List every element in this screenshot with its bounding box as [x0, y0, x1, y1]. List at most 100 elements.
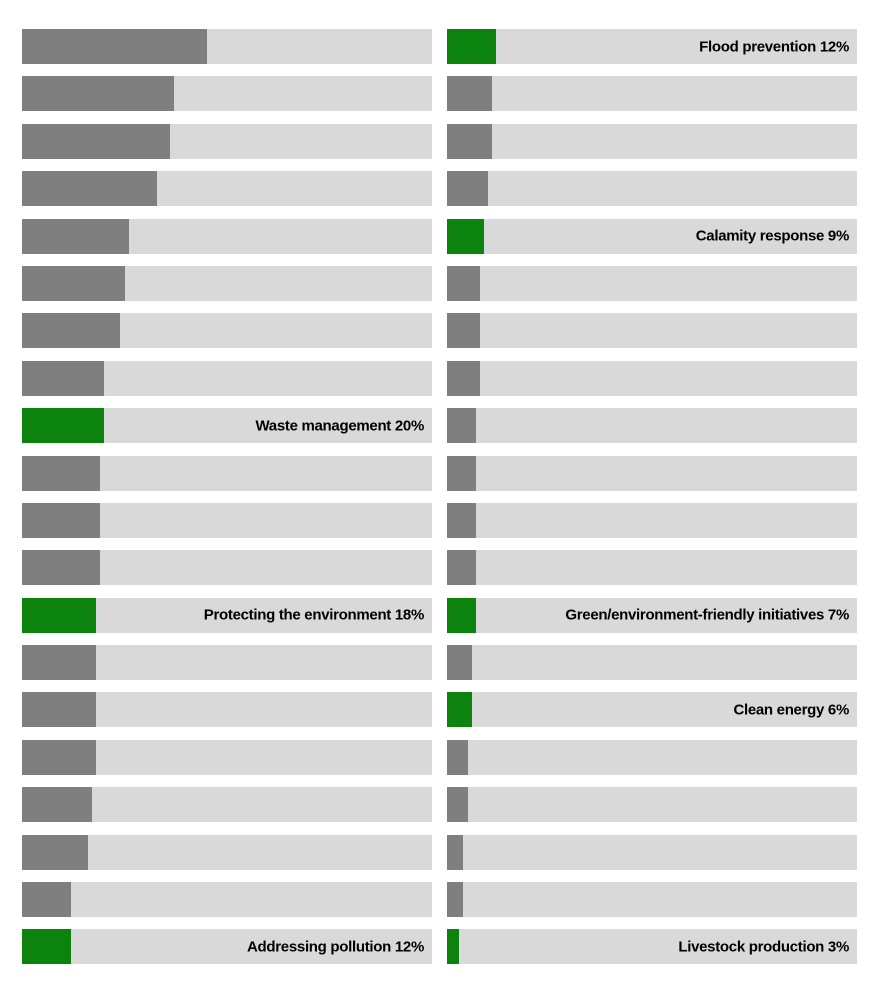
- bar-fill: [447, 123, 493, 159]
- bar-row: Green/environment-friendly initiatives 7…: [447, 597, 857, 633]
- bar-row: [22, 360, 432, 396]
- bar-row: Protecting the environment 18%: [22, 597, 432, 633]
- bar-track: Addressing pollution 12%: [22, 929, 432, 965]
- bar-track: [22, 645, 432, 681]
- bar-track: [22, 313, 432, 349]
- bar-row: [447, 123, 857, 159]
- dual-column-bar-chart: Waste management 20% Protecting the envir…: [22, 29, 857, 965]
- bar-row: Flood prevention 12%: [447, 29, 857, 64]
- bar-track: [447, 455, 857, 491]
- bar-track: [447, 882, 857, 918]
- bar-track: [447, 123, 857, 159]
- bar-track: [22, 360, 432, 396]
- bar-row: [447, 171, 857, 207]
- bar-track: [447, 834, 857, 870]
- bar-fill: [447, 502, 476, 538]
- bar-fill: [22, 455, 100, 491]
- bar-fill: [447, 408, 476, 444]
- bar-track: [447, 739, 857, 775]
- bar-track: [447, 408, 857, 444]
- bar-fill: [447, 171, 488, 207]
- bar-fill: [447, 645, 472, 681]
- bar-row: [22, 787, 432, 823]
- highlight-bar-fill: [22, 597, 96, 633]
- bar-track: [447, 313, 857, 349]
- bar-track: [447, 360, 857, 396]
- highlight-bar-fill: [22, 408, 104, 444]
- bar-fill: [22, 360, 104, 396]
- bar-fill: [447, 739, 468, 775]
- bar-row: [22, 645, 432, 681]
- bar-fill: [22, 834, 88, 870]
- bar-track: [447, 550, 857, 586]
- bar-column-right: Flood prevention 12% Calamity response 9%…: [447, 29, 857, 965]
- bar-track: [22, 787, 432, 823]
- bar-fill: [22, 550, 100, 586]
- bar-track: Protecting the environment 18%: [22, 597, 432, 633]
- highlight-bar-fill: [447, 929, 460, 965]
- bar-row: [22, 502, 432, 538]
- bar-row: [22, 265, 432, 301]
- bar-track: [22, 502, 432, 538]
- bar-row: [22, 550, 432, 586]
- bar-track: [22, 739, 432, 775]
- bar-fill: [22, 692, 96, 728]
- bar-row: [447, 787, 857, 823]
- bar-fill: [22, 76, 174, 112]
- bar-row: [447, 313, 857, 349]
- bar-track: [22, 76, 432, 112]
- bar-row: [447, 739, 857, 775]
- bar-label: Protecting the environment 18%: [203, 606, 425, 624]
- bar-row: [447, 455, 857, 491]
- bar-row: [447, 265, 857, 301]
- bar-fill: [447, 550, 476, 586]
- bar-track: [22, 171, 432, 207]
- bar-label: Flood prevention 12%: [699, 38, 849, 55]
- bar-row: [22, 882, 432, 918]
- bar-track: [22, 265, 432, 301]
- bar-fill: [22, 882, 72, 918]
- bar-track: [22, 692, 432, 728]
- bar-row: [447, 645, 857, 681]
- bar-label: Clean energy 6%: [733, 701, 849, 719]
- bar-fill: [22, 787, 92, 823]
- bar-track: [22, 29, 432, 64]
- highlight-bar-fill: [447, 692, 472, 728]
- bar-row: [447, 882, 857, 918]
- bar-fill: [22, 739, 96, 775]
- bar-track: [22, 882, 432, 918]
- bar-fill: [447, 787, 468, 823]
- bar-fill: [22, 313, 121, 349]
- bar-fill: [447, 455, 476, 491]
- bar-track: [447, 171, 857, 207]
- bar-label: Green/environment-friendly initiatives 7…: [565, 606, 849, 624]
- bar-track: [447, 787, 857, 823]
- bar-track: [22, 218, 432, 254]
- bar-track: Waste management 20%: [22, 408, 432, 444]
- bar-fill: [447, 265, 480, 301]
- bar-row: Clean energy 6%: [447, 692, 857, 728]
- bar-track: Flood prevention 12%: [447, 29, 857, 64]
- bar-fill: [447, 834, 464, 870]
- bar-fill: [22, 265, 125, 301]
- bar-track: [447, 265, 857, 301]
- bar-row: [447, 76, 857, 112]
- bar-fill: [447, 882, 464, 918]
- bar-row: Addressing pollution 12%: [22, 929, 432, 965]
- bar-track: Livestock production 3%: [447, 929, 857, 965]
- bar-fill: [447, 360, 480, 396]
- bar-row: [22, 739, 432, 775]
- bar-row: [447, 408, 857, 444]
- bar-track: [22, 550, 432, 586]
- bar-track: Calamity response 9%: [447, 218, 857, 254]
- bar-fill: [447, 76, 493, 112]
- bar-fill: [22, 218, 129, 254]
- bar-row: [22, 692, 432, 728]
- bar-fill: [22, 29, 207, 64]
- bar-track: [447, 76, 857, 112]
- bar-row: [447, 502, 857, 538]
- bar-row: [447, 550, 857, 586]
- bar-track: [22, 123, 432, 159]
- bar-row: [22, 455, 432, 491]
- bar-row: Livestock production 3%: [447, 929, 857, 965]
